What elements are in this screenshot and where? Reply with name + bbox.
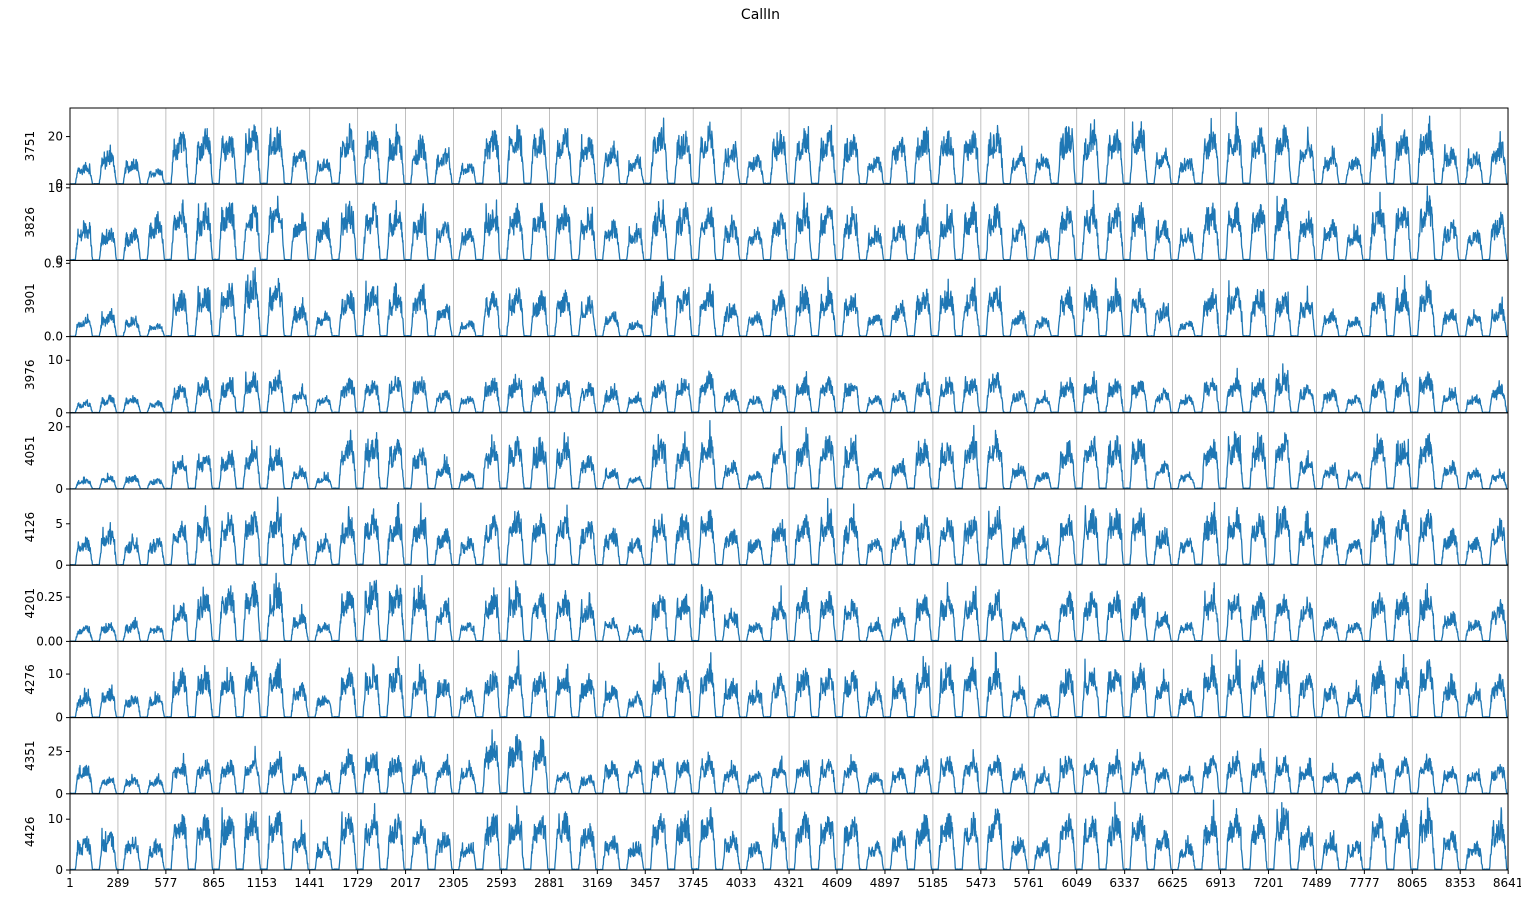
x-tick-label: 2881 bbox=[534, 876, 565, 890]
x-tick-label: 3169 bbox=[582, 876, 613, 890]
y-tick-label: 5 bbox=[55, 517, 63, 531]
y-tick-label: 10 bbox=[48, 353, 63, 367]
y-tick-label: 0 bbox=[55, 863, 63, 877]
panel-4426: 0 10 4426 bbox=[23, 793, 1509, 877]
x-tick-label: 4609 bbox=[822, 876, 853, 890]
y-tick-label: 0 bbox=[55, 253, 63, 267]
y-axis-label: 3826 bbox=[23, 207, 37, 238]
y-axis-label: 4051 bbox=[23, 436, 37, 467]
x-tick-label: 5185 bbox=[918, 876, 949, 890]
x-tick-label: 1153 bbox=[246, 876, 277, 890]
x-tick-label: 6337 bbox=[1109, 876, 1140, 890]
y-tick-label: 0 bbox=[55, 177, 63, 191]
x-tick-label: 5473 bbox=[966, 876, 997, 890]
panel-4051: 0 20 4051 bbox=[23, 412, 1509, 496]
x-tick-label: 3745 bbox=[678, 876, 709, 890]
x-tick-label: 7201 bbox=[1253, 876, 1284, 890]
x-tick-label: 8353 bbox=[1445, 876, 1476, 890]
y-tick-label: 0 bbox=[55, 482, 63, 496]
y-axis-label: 4276 bbox=[23, 664, 37, 695]
y-tick-label: 25 bbox=[48, 744, 63, 758]
x-tick-label: 6913 bbox=[1205, 876, 1236, 890]
x-tick-label: 6625 bbox=[1157, 876, 1188, 890]
y-tick-label: 20 bbox=[48, 130, 63, 144]
x-tick-label: 2305 bbox=[438, 876, 469, 890]
panel-4276: 0 10 4276 bbox=[23, 640, 1509, 725]
panel-3826: 0 10 3826 bbox=[23, 181, 1509, 267]
x-tick-label: 1 bbox=[66, 876, 74, 890]
x-tick-label: 7489 bbox=[1301, 876, 1332, 890]
y-tick-label: 0.25 bbox=[36, 590, 63, 604]
x-tick-label: 6049 bbox=[1061, 876, 1092, 890]
panel-4351: 0 25 4351 bbox=[23, 717, 1509, 801]
y-axis-label: 3751 bbox=[23, 131, 37, 162]
x-tick-label: 3457 bbox=[630, 876, 661, 890]
x-tick-label: 289 bbox=[106, 876, 129, 890]
y-tick-label: 10 bbox=[48, 181, 63, 195]
x-tick-label: 4321 bbox=[774, 876, 805, 890]
y-tick-label: 0 bbox=[55, 406, 63, 420]
y-tick-label: 0 bbox=[55, 558, 63, 572]
x-tick-label: 8065 bbox=[1397, 876, 1428, 890]
x-tick-label: 1441 bbox=[294, 876, 325, 890]
x-tick-label: 5761 bbox=[1014, 876, 1045, 890]
x-tick-label: 7777 bbox=[1349, 876, 1380, 890]
y-tick-label: 0.00 bbox=[36, 634, 63, 648]
y-axis-label: 3976 bbox=[23, 359, 37, 390]
panel-3901: 0.0 0.5 3901 bbox=[23, 256, 1509, 344]
x-tick-label: 1729 bbox=[342, 876, 373, 890]
y-tick-label: 0.5 bbox=[44, 256, 63, 270]
x-tick-label: 4033 bbox=[726, 876, 757, 890]
y-tick-label: 0 bbox=[55, 711, 63, 725]
y-tick-label: 10 bbox=[48, 667, 63, 681]
panel-3751: 0 20 3751 bbox=[23, 107, 1509, 191]
x-tick-label: 8641 bbox=[1493, 876, 1521, 890]
y-axis-label: 4126 bbox=[23, 512, 37, 543]
y-axis-label: 4426 bbox=[23, 817, 37, 848]
panel-4126: 0 5 4126 bbox=[23, 488, 1509, 572]
chart-title: CallIn bbox=[740, 7, 781, 23]
y-tick-label: 0 bbox=[55, 787, 63, 801]
panel-3976: 0 10 3976 bbox=[23, 336, 1509, 420]
x-tick-label: 865 bbox=[202, 876, 225, 890]
x-tick-label: 2017 bbox=[390, 876, 421, 890]
y-axis-label: 4351 bbox=[23, 740, 37, 771]
y-tick-label: 20 bbox=[48, 420, 63, 434]
y-tick-label: 10 bbox=[48, 812, 63, 826]
y-axis-label: 3901 bbox=[23, 283, 37, 314]
x-tick-label: 577 bbox=[154, 876, 177, 890]
y-axis-label: 4201 bbox=[23, 588, 37, 619]
y-tick-label: 0.0 bbox=[44, 330, 63, 344]
series-line-3826 bbox=[69, 185, 1509, 261]
x-tick-label: 4897 bbox=[870, 876, 901, 890]
x-tick-label: 2593 bbox=[486, 876, 517, 890]
